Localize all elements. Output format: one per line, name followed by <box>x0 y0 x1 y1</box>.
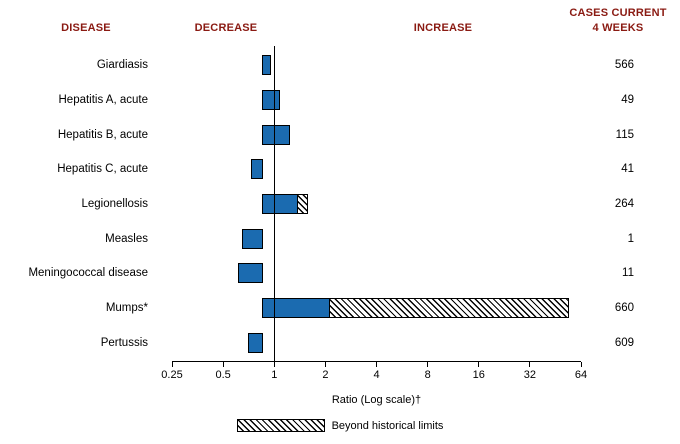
cases-value: 566 <box>614 59 634 72</box>
cases-value: 115 <box>615 128 634 141</box>
table-row: Hepatitis A, acute 49 <box>0 83 680 118</box>
column-header-increase: INCREASE <box>413 22 473 34</box>
axis-tick-label: 0.25 <box>161 369 183 381</box>
column-header-disease: DISEASE <box>61 22 111 34</box>
bar-track <box>160 152 569 187</box>
bar-track <box>160 221 569 256</box>
axis-tick <box>222 362 224 367</box>
table-row: Measles 1 <box>0 221 680 256</box>
cases-value: 660 <box>614 302 634 315</box>
bar-track <box>160 48 569 83</box>
disease-label: Meningococcal disease <box>28 267 148 280</box>
x-axis: 0.25 0.5 1 2 4 8 16 32 64 <box>161 361 587 381</box>
bar-track <box>160 117 569 152</box>
axis-tick-label: 0.5 <box>215 369 231 381</box>
disease-label: Legionellosis <box>81 198 149 211</box>
ratio-bar <box>262 124 290 145</box>
bar-track <box>160 291 569 326</box>
beyond-historical-limits-swatch <box>236 419 325 432</box>
ratio-bar <box>262 55 271 76</box>
ratio-bar <box>247 332 264 353</box>
column-header-cases-line1: CASES CURRENT <box>569 7 667 19</box>
axis-tick-label: 16 <box>472 369 485 381</box>
table-row: Mumps* 660 <box>0 291 680 326</box>
axis-tick-label: 8 <box>424 369 431 381</box>
table-row: Pertussis 609 <box>0 325 680 360</box>
axis-tick-label: 4 <box>373 369 380 381</box>
bar-track <box>160 187 569 222</box>
axis-tick <box>324 362 326 367</box>
ratio-bar <box>242 228 264 249</box>
axis-tick <box>171 362 173 367</box>
cases-value: 264 <box>614 198 634 211</box>
disease-label: Hepatitis C, acute <box>57 163 148 176</box>
beyond-limits-bar <box>296 194 309 215</box>
axis-tick <box>529 362 531 367</box>
column-header-cases-line2: 4 WEEKS <box>592 22 644 34</box>
axis-tick <box>273 362 275 367</box>
cases-value: 49 <box>621 94 634 106</box>
ratio-bar <box>262 90 280 110</box>
column-header-decrease: DECREASE <box>194 22 258 34</box>
bar-track <box>160 325 569 360</box>
axis-tick-label: 1 <box>271 369 278 381</box>
x-axis-label: Ratio (Log scale)† <box>331 394 422 406</box>
legend-label: Beyond historical limits <box>331 419 444 432</box>
bar-track <box>160 256 569 291</box>
axis-tick <box>376 362 377 367</box>
cases-value: 11 <box>622 267 634 280</box>
disease-label: Mumps* <box>105 302 148 315</box>
column-header-cases: CASES CURRENT 4 WEEKS <box>560 6 676 36</box>
cases-value: 609 <box>614 336 634 349</box>
disease-label: Measles <box>105 232 148 245</box>
disease-label: Giardiasis <box>96 59 148 72</box>
table-row: Giardiasis 566 <box>0 48 680 83</box>
cases-value: 1 <box>627 232 634 245</box>
axis-tick-label: 32 <box>523 369 536 381</box>
ratio-bar <box>262 194 298 215</box>
ratio-bar <box>238 263 264 284</box>
bar-track <box>160 83 569 118</box>
beyond-limits-bar <box>328 298 569 319</box>
disease-label: Pertussis <box>100 336 148 349</box>
axis-tick <box>580 362 582 367</box>
table-row: Hepatitis B, acute 115 <box>0 117 680 152</box>
cases-value: 41 <box>621 163 634 176</box>
disease-label: Hepatitis A, acute <box>58 94 149 106</box>
chart-rows: Giardiasis 566 Hepatitis A, acute 49 Hepatit… <box>0 48 680 360</box>
legend: Beyond historical limits <box>0 419 680 432</box>
baseline-ratio-1-line <box>274 46 275 362</box>
ratio-bar <box>262 298 330 319</box>
table-row: Hepatitis C, acute 41 <box>0 152 680 187</box>
table-row: Meningococcal disease 11 <box>0 256 680 291</box>
ratio-bar <box>251 159 264 180</box>
axis-tick-label: 64 <box>574 369 588 381</box>
table-row: Legionellosis 264 <box>0 187 680 222</box>
axis-tick <box>478 362 480 367</box>
axis-tick-label: 2 <box>322 369 329 381</box>
disease-label: Hepatitis B, acute <box>57 128 148 141</box>
axis-tick <box>427 362 429 367</box>
